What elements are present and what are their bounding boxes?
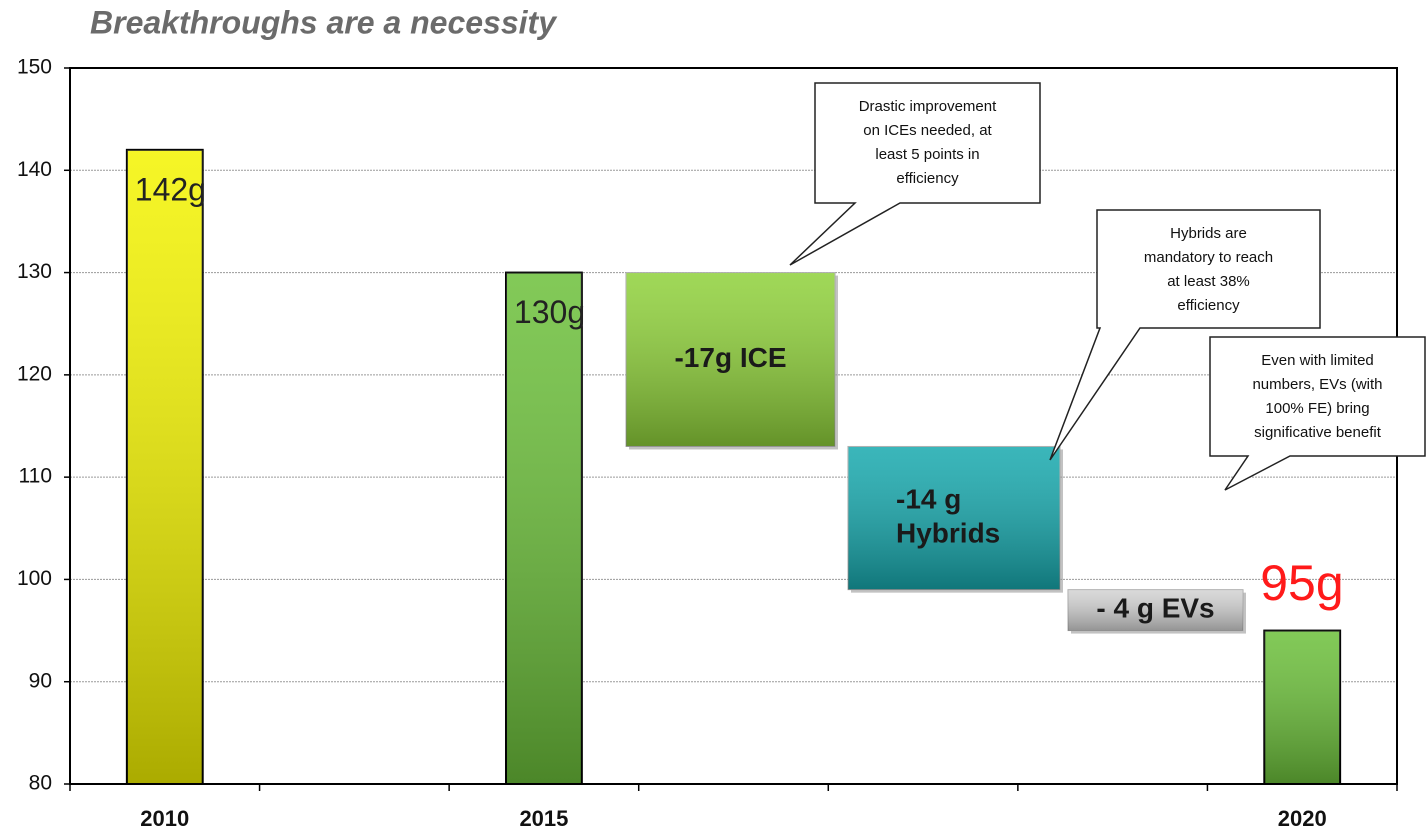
x-tick-label: 2020 xyxy=(1278,806,1327,831)
callout-text: least 5 points in xyxy=(875,146,979,163)
callout-text: efficiency xyxy=(1177,297,1240,314)
bar-shade xyxy=(1264,631,1340,784)
x-tick-label: 2015 xyxy=(519,806,568,831)
y-tick-label: 110 xyxy=(19,465,52,488)
step-label: - 4 g EVs xyxy=(1096,593,1214,624)
callouts: Drastic improvement on ICEs needed, at lea… xyxy=(790,83,1425,490)
value-label: 130g xyxy=(514,294,585,330)
y-tick-label: 80 xyxy=(29,772,52,795)
step-label: -14 g xyxy=(896,483,961,514)
callout-text: numbers, EVs (with xyxy=(1252,376,1382,393)
chart: Breakthroughs are a necessity 80 90 100 110… xyxy=(0,0,1427,834)
step-label: Hybrids xyxy=(896,517,1000,548)
callout-text: mandatory to reach xyxy=(1144,249,1273,266)
callout-text: Drastic improvement xyxy=(859,98,997,115)
chart-title: Breakthroughs are a necessity xyxy=(90,4,558,40)
step-label: -17g ICE xyxy=(674,342,786,373)
y-tick-label: 140 xyxy=(17,158,52,181)
y-tick-label: 100 xyxy=(17,567,52,590)
callout-text: 100% FE) bring xyxy=(1265,400,1369,417)
callout-text: on ICEs needed, at xyxy=(863,122,992,139)
y-tick-label: 150 xyxy=(17,56,52,79)
callout-text: significative benefit xyxy=(1254,424,1382,441)
y-tick-label: 120 xyxy=(17,362,52,385)
bar-shade xyxy=(506,273,582,784)
callout-text: efficiency xyxy=(896,170,959,187)
value-label: 142g xyxy=(135,171,206,207)
callout-text: at least 38% xyxy=(1167,273,1250,290)
y-tick-label: 130 xyxy=(17,260,52,283)
x-axis-ticks: 2010 2015 2020 xyxy=(70,784,1397,831)
callout-text: Hybrids are xyxy=(1170,225,1247,242)
value-label: 95g xyxy=(1260,555,1343,611)
x-tick-label: 2010 xyxy=(140,806,189,831)
y-tick-label: 90 xyxy=(29,669,52,692)
callout-text: Even with limited xyxy=(1261,352,1374,369)
bar-shade xyxy=(127,150,203,784)
